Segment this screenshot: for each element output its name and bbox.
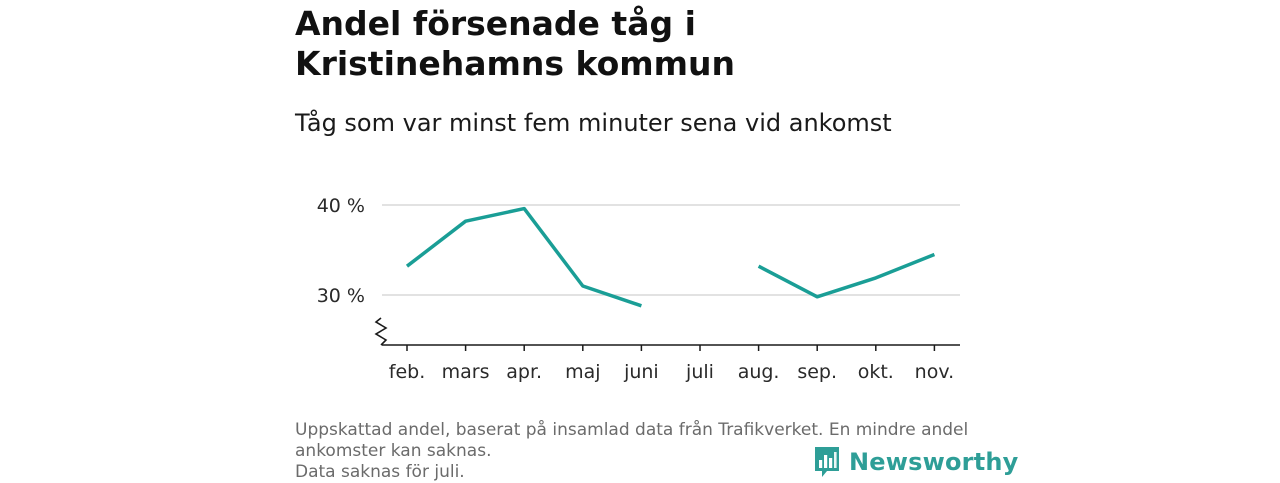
x-tick-label: apr.: [506, 361, 542, 383]
footnote-line-2: ankomster kan saknas.: [295, 441, 492, 461]
x-tick-label: nov.: [915, 361, 954, 383]
chart-subtitle: Tåg som var minst fem minuter sena vid a…: [295, 109, 892, 137]
gridlines: [382, 204, 960, 296]
footnote-line-1: Uppskattad andel, baserat på insamlad da…: [295, 420, 969, 440]
footnote-line-3: Data saknas för juli.: [295, 462, 465, 482]
chart-card: Andel försenade tåg i Kristinehamns komm…: [295, 0, 1018, 483]
brand-name: Newsworthy: [849, 448, 1019, 476]
y-tick-label: 40 %: [317, 195, 365, 217]
x-tick-label: aug.: [738, 361, 780, 383]
x-tick-label: sep.: [797, 361, 837, 383]
series-line: [405, 206, 642, 308]
line-chart: 30 % 40 % feb. mars apr. maj juni juli aug. sep.…: [317, 195, 960, 383]
axis-break-icon: [374, 317, 388, 346]
chart-title: Andel försenade tåg i Kristinehamns komm…: [295, 4, 736, 83]
x-tick-label: feb.: [389, 361, 425, 383]
series-layer: [405, 206, 936, 308]
brand-logo: Newsworthy: [813, 445, 1019, 479]
x-tick-label: juni: [623, 361, 659, 383]
x-tick-label: maj: [565, 361, 600, 383]
footnote: Uppskattad andel, baserat på insamlad da…: [295, 420, 985, 483]
x-tick-label: juli: [685, 361, 714, 383]
newsworthy-logo-icon: [815, 447, 839, 477]
y-tick-label: 30 %: [317, 285, 365, 307]
x-tick-label: mars: [442, 361, 490, 383]
x-axis: feb. mars apr. maj juni juli aug. sep. okt. nov.: [382, 344, 960, 383]
series-line: [757, 252, 936, 299]
y-axis: 30 % 40 %: [317, 195, 388, 346]
x-tick-label: okt.: [858, 361, 894, 383]
